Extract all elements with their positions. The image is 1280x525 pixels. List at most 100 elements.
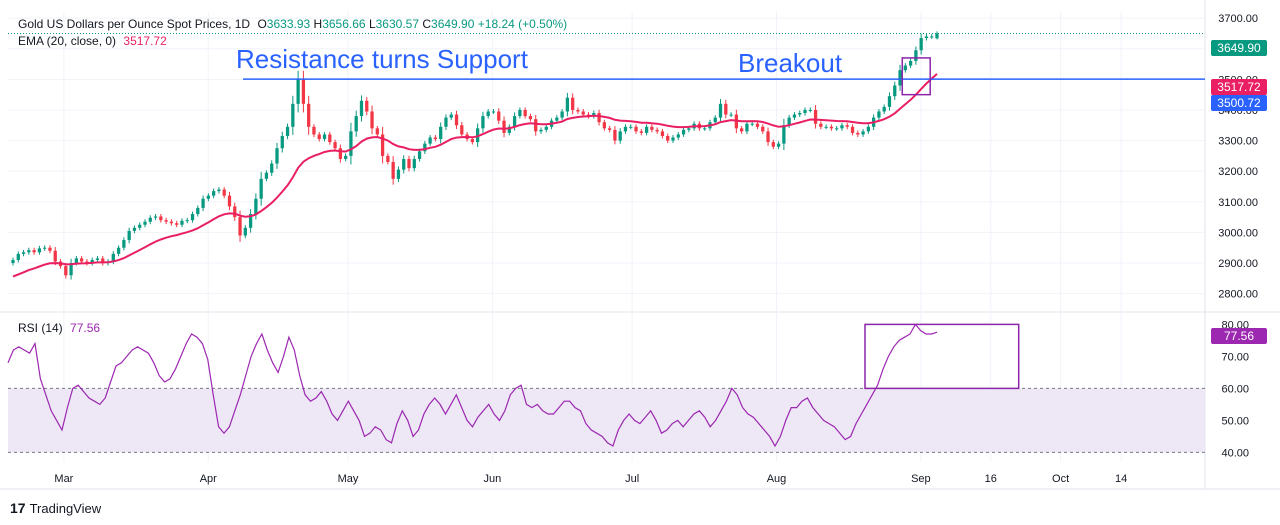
candle-body [613,129,617,141]
candle-body [840,125,844,129]
candle-body [296,79,300,104]
candle [866,124,870,134]
candle [285,123,290,140]
candle [898,64,902,91]
candle [813,105,818,129]
candle-body [90,259,94,264]
candle-body [576,109,580,112]
candle [497,108,501,124]
candle [169,219,174,226]
rsi-band [8,388,1205,453]
candle [259,171,263,206]
price-tick-label: 3200.00 [1218,166,1258,178]
candle-body [454,114,459,126]
candle [349,122,353,165]
candle [21,249,26,257]
candle-body [444,117,448,127]
candle [671,135,675,144]
candle-body [317,134,321,140]
candle [481,111,485,133]
candle-body [248,214,253,228]
candle-body [798,113,802,115]
candle [116,245,121,257]
rsi-tick-label: 60.00 [1221,383,1249,395]
candle [233,202,237,221]
candle-body [396,169,401,179]
time-tick-label: May [338,473,359,485]
candle-body [375,128,379,135]
candle [222,187,226,199]
candle-body [555,117,559,121]
candle [428,135,432,147]
candle-body [544,126,548,130]
rsi-value: 77.56 [70,321,101,335]
candle-body [138,224,142,228]
candle-body [344,155,348,159]
candle [655,127,659,134]
candle [856,130,860,137]
candle-body [792,114,797,118]
candle-body [380,134,385,156]
candle [623,124,628,134]
candle-body [80,258,84,262]
candle [354,110,358,137]
candle-body [750,123,754,125]
candle [877,109,881,121]
hline-badge: 3500.72 [1211,95,1267,111]
candle [444,114,448,131]
candle-body [227,195,232,207]
candle-body [212,191,216,196]
price-tick-label: 2900.00 [1218,258,1258,270]
candle [217,187,221,194]
candle [380,126,385,164]
price-legend: Gold US Dollars per Ounce Spot Prices, 1… [18,17,567,31]
candle [850,124,855,136]
candle [291,95,295,135]
candle [370,105,374,135]
candle-body [829,126,834,129]
candle-body [275,148,279,164]
candle [798,110,802,117]
candle [666,133,670,144]
candle [903,63,907,73]
candle-body [729,114,733,116]
candle [935,31,939,40]
candle [433,135,438,142]
candle-body [402,158,406,170]
candle [270,160,274,176]
candle-body [148,217,152,222]
candle-body [618,131,622,141]
candle [718,99,723,123]
candle [32,247,36,255]
candle [449,112,453,121]
price-tick-label: 3300.00 [1218,136,1258,148]
price-tick-label: 2800.00 [1218,289,1258,301]
candle-body [571,97,575,110]
candle-body [449,114,453,118]
time-tick-label: Sep [911,473,931,485]
candle-body [190,214,195,221]
candle [803,107,807,116]
candle [924,34,929,41]
candle-body [602,122,606,129]
candle-body [196,207,200,215]
candle [745,121,749,135]
candle [275,142,279,169]
candle-body [565,97,570,112]
candle-body [560,111,564,118]
candle [660,128,665,139]
candle-body [866,126,870,132]
candle [919,33,923,55]
candle [212,188,216,199]
candle-body [887,96,892,107]
candle-body [724,103,728,115]
candle-body [417,151,422,159]
candle-body [761,126,765,132]
candle-body [502,120,506,133]
candle-body [264,172,269,179]
candle-body [439,126,443,140]
candle [248,209,253,233]
candle [296,70,300,113]
candle-body [512,116,517,127]
tradingview-logo[interactable]: 17 TradingView [10,500,101,516]
